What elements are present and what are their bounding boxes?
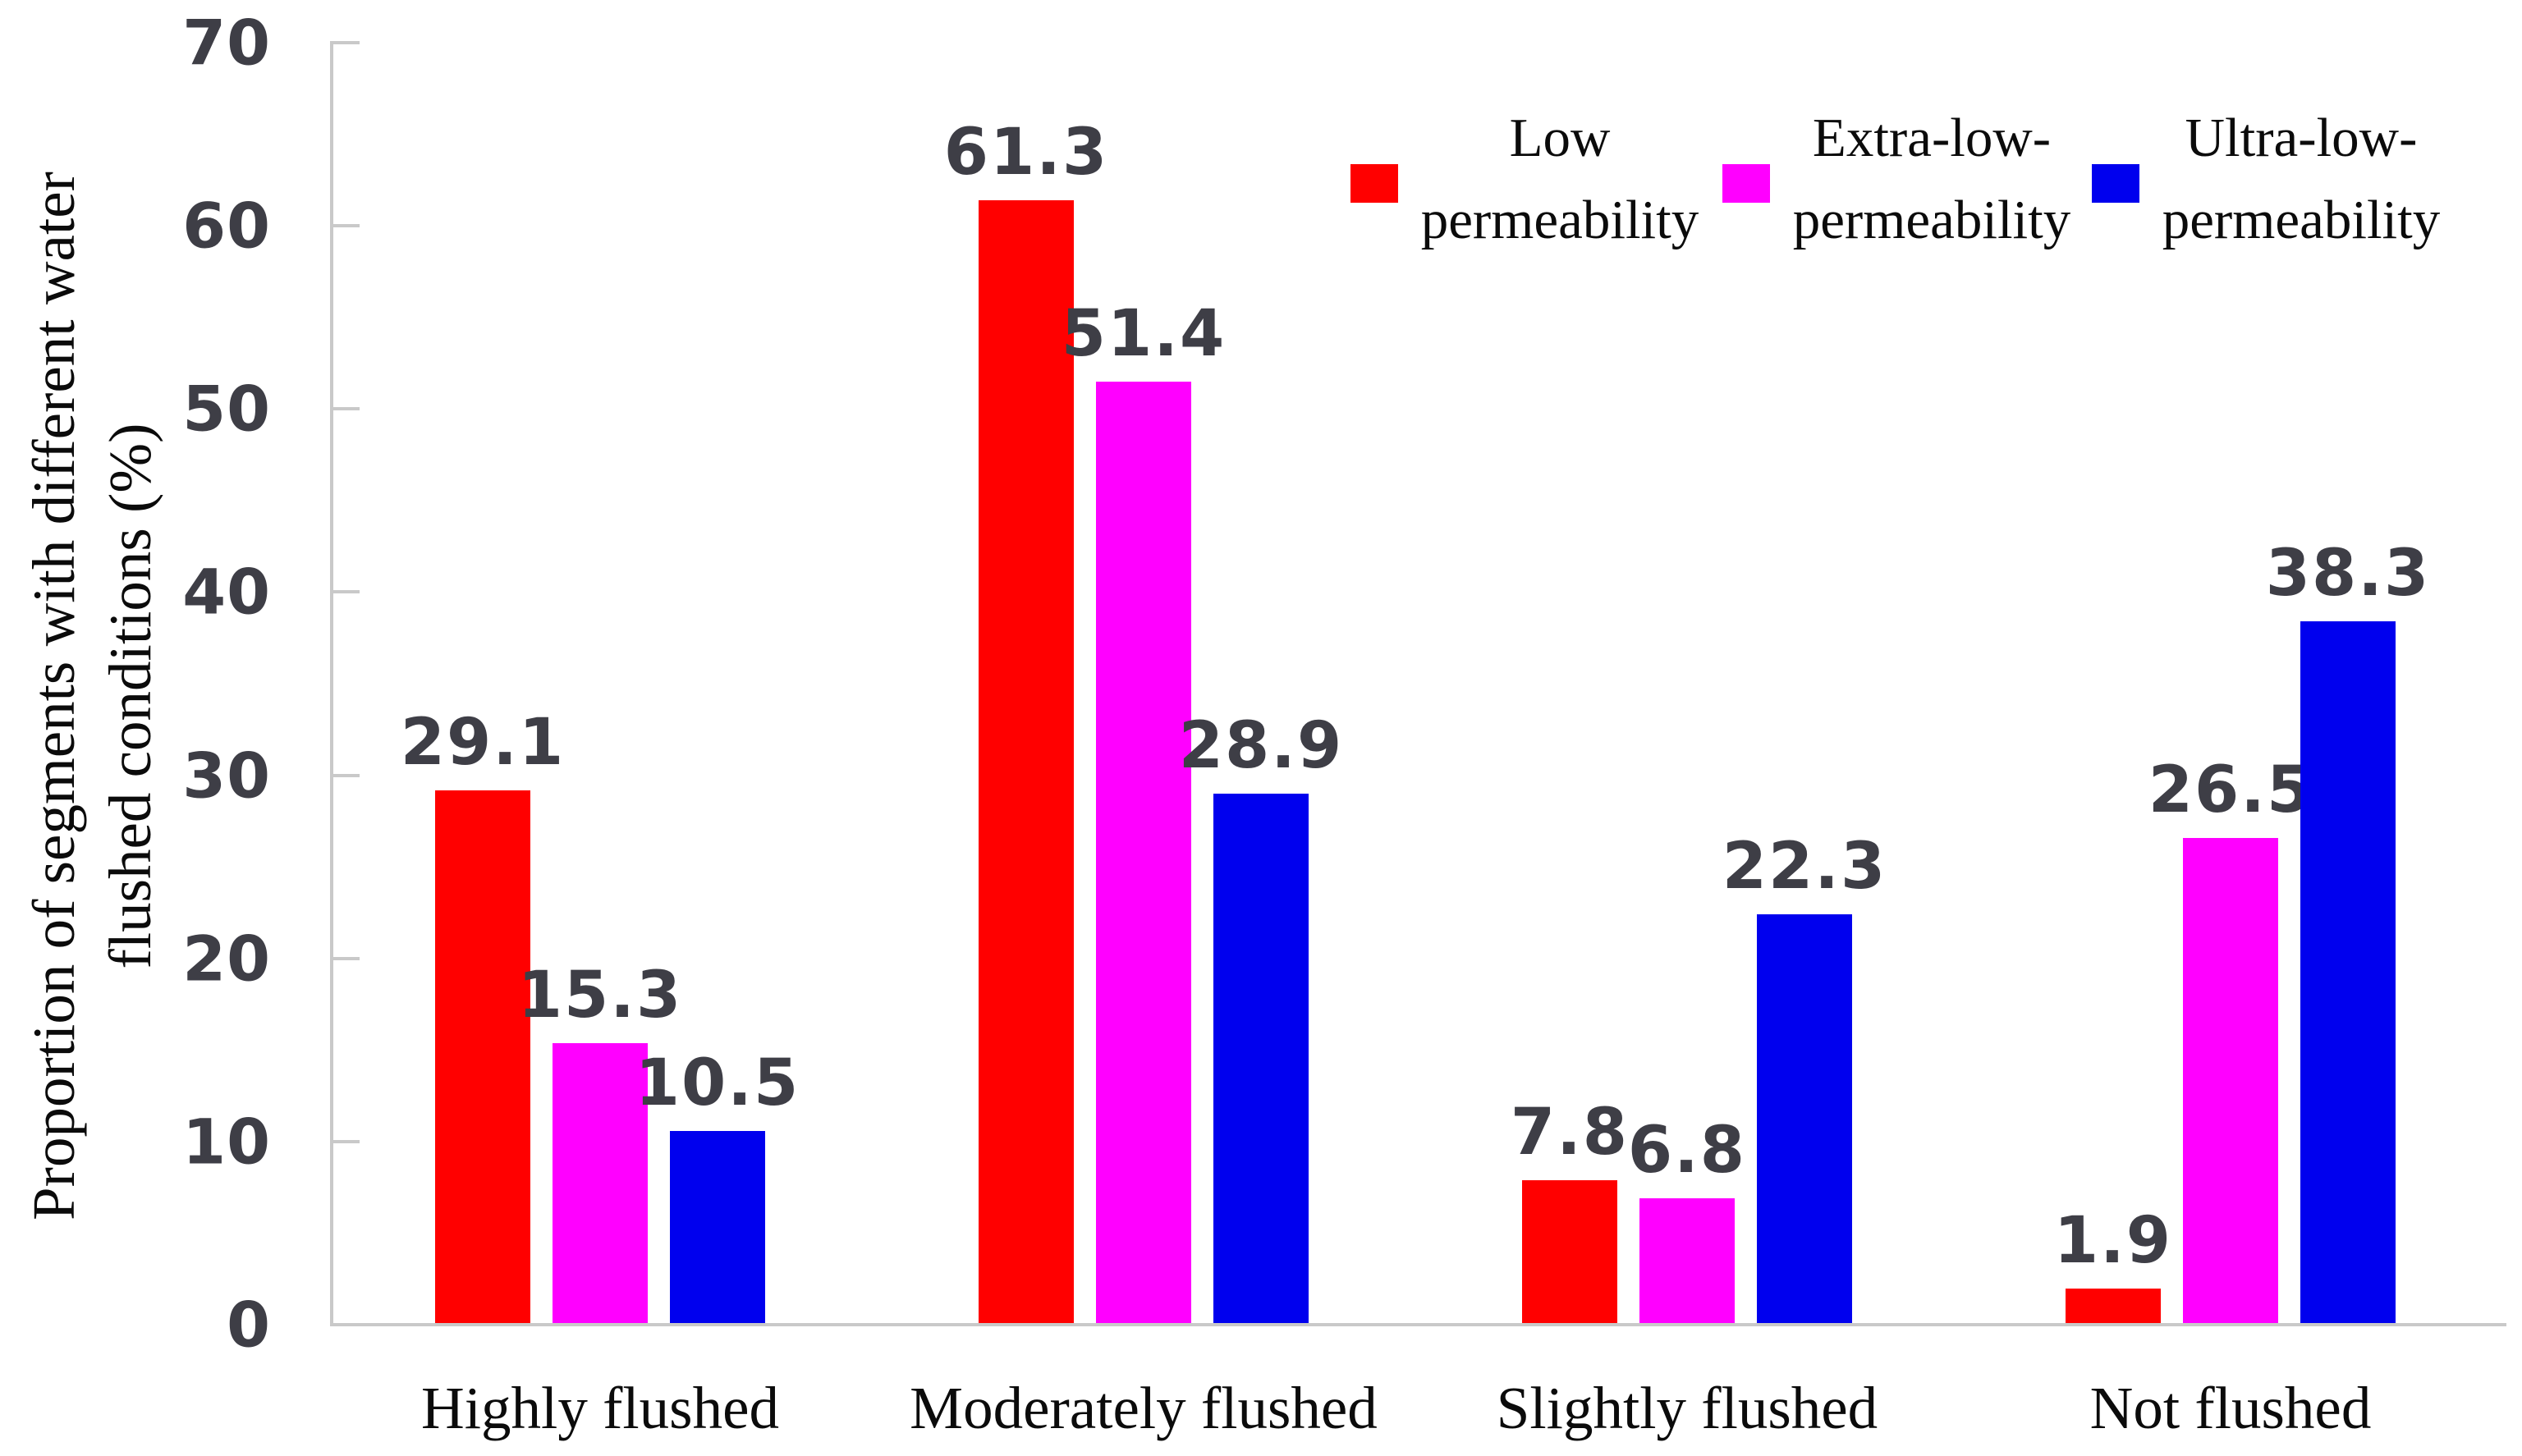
bar-extra-low-permeability-slightly-flushed xyxy=(1639,1198,1735,1323)
legend-item-label: Low permeability xyxy=(1401,97,1718,261)
legend-label-line: Ultra-low- xyxy=(2185,108,2418,168)
y-axis-tick xyxy=(333,41,360,44)
x-category-label: Slightly flushed xyxy=(1496,1375,1878,1441)
bar-ultra-low-permeability-highly-flushed xyxy=(670,1130,765,1323)
x-category-label: Moderately flushed xyxy=(910,1375,1378,1441)
y-axis-tick xyxy=(333,773,360,777)
bar-ultra-low-permeability-not-flushed xyxy=(2300,621,2396,1323)
y-axis-title-line-1: Proportion of segments with different wa… xyxy=(21,172,87,1220)
bar-low-permeability-highly-flushed xyxy=(435,790,530,1323)
legend-item-ultra-low-permeability: Ultra-low-permeability xyxy=(2092,97,2460,261)
y-axis-tick xyxy=(333,590,360,594)
bar-value-label: 22.3 xyxy=(1722,830,1887,904)
y-axis-tick xyxy=(333,1139,360,1143)
y-axis-title-line-2: flushed conditions (%) xyxy=(97,423,163,969)
legend-label-line: Low xyxy=(1509,108,1611,168)
y-tick-label: 40 xyxy=(182,555,271,629)
bar-ultra-low-permeability-moderately-flushed xyxy=(1213,794,1309,1323)
bar-value-label: 61.3 xyxy=(943,116,1109,190)
x-category-label: Not flushed xyxy=(2089,1375,2372,1441)
legend-swatch-icon xyxy=(1722,164,1770,203)
bar-low-permeability-moderately-flushed xyxy=(979,200,1074,1323)
bar-low-permeability-not-flushed xyxy=(2066,1288,2161,1323)
bar-value-label: 6.8 xyxy=(1627,1114,1747,1188)
legend-item-extra-low-permeability: Extra-low-permeability xyxy=(1722,97,2090,261)
legend-swatch-icon xyxy=(1350,164,1398,203)
bar-low-permeability-slightly-flushed xyxy=(1522,1179,1617,1323)
x-axis-line xyxy=(330,1323,2506,1326)
legend-item-low-permeability: Low permeability xyxy=(1350,97,1718,261)
legend-label-line: permeability xyxy=(1792,190,2071,250)
bar-extra-low-permeability-highly-flushed xyxy=(553,1042,648,1323)
bar-value-label: 51.4 xyxy=(1061,297,1227,372)
bar-value-label: 26.5 xyxy=(2148,753,2313,827)
y-tick-label: 30 xyxy=(182,739,271,813)
bar-extra-low-permeability-not-flushed xyxy=(2183,837,2278,1323)
y-tick-label: 60 xyxy=(182,189,271,263)
y-axis-tick xyxy=(333,1323,360,1326)
y-axis-title: Proportion of segments with different wa… xyxy=(16,0,168,1418)
y-tick-label: 70 xyxy=(182,6,271,80)
bar-value-label: 10.5 xyxy=(635,1046,800,1120)
y-axis-tick xyxy=(333,224,360,228)
y-axis-tick xyxy=(333,407,360,411)
legend-label-line: Extra-low- xyxy=(1812,108,2052,168)
bar-value-label: 7.8 xyxy=(1510,1095,1630,1170)
bar-extra-low-permeability-moderately-flushed xyxy=(1096,382,1191,1323)
bar-value-label: 38.3 xyxy=(2265,537,2431,611)
legend-item-label: Extra-low-permeability xyxy=(1773,97,2090,261)
legend-item-label: Ultra-low-permeability xyxy=(2143,97,2460,261)
legend-label-line: permeability xyxy=(2162,190,2441,250)
bar-value-label: 28.9 xyxy=(1178,709,1344,784)
y-tick-label: 50 xyxy=(182,372,271,446)
legend-label-line: permeability xyxy=(1420,190,1699,250)
y-tick-label: 20 xyxy=(182,922,271,996)
bar-value-label: 1.9 xyxy=(2053,1203,2173,1278)
y-axis-line xyxy=(330,41,333,1326)
bar-ultra-low-permeability-slightly-flushed xyxy=(1757,914,1852,1323)
y-tick-label: 0 xyxy=(227,1288,271,1362)
y-tick-label: 10 xyxy=(182,1105,271,1179)
legend-swatch-icon xyxy=(2092,164,2139,203)
bar-value-label: 15.3 xyxy=(517,958,683,1032)
x-category-label: Highly flushed xyxy=(421,1375,779,1441)
bar-value-label: 29.1 xyxy=(400,705,566,780)
y-axis-tick xyxy=(333,956,360,960)
